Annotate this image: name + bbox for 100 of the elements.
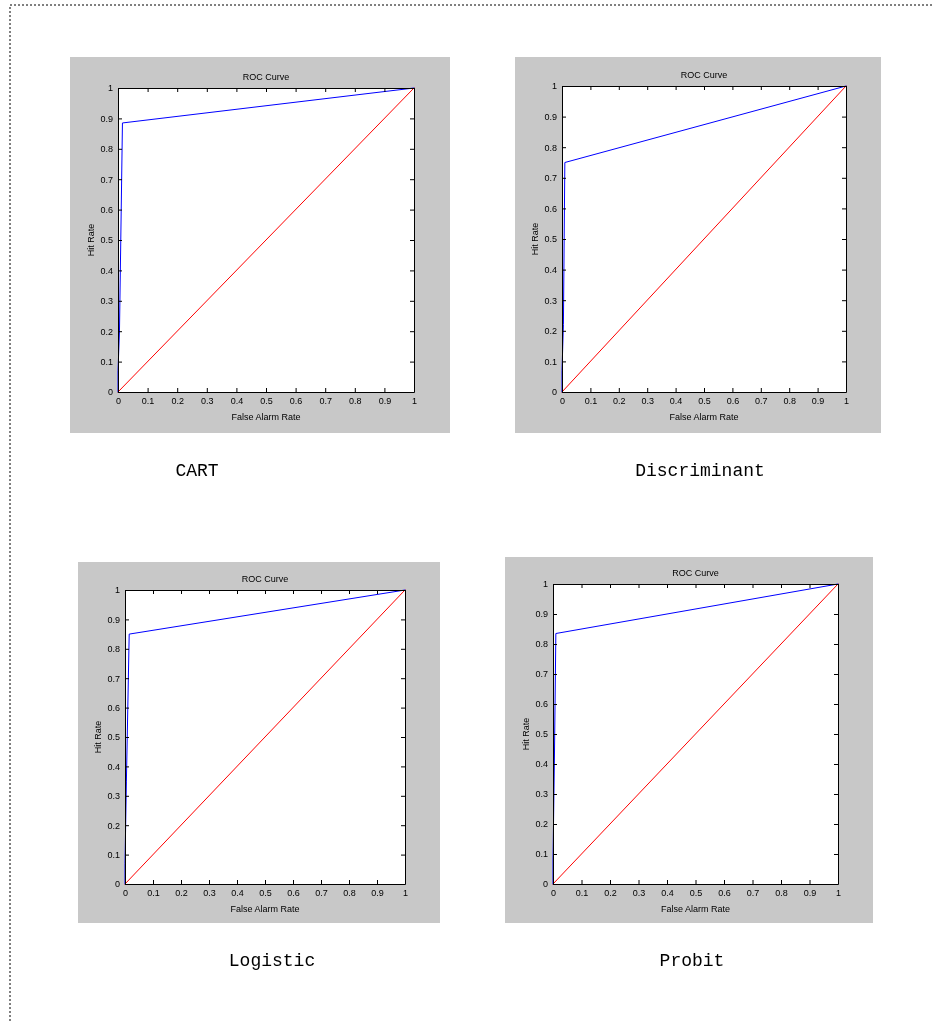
x-tick-label: 0.1 bbox=[147, 888, 160, 899]
x-tick-label: 0.7 bbox=[319, 396, 332, 407]
x-tick-label: 0.6 bbox=[726, 396, 740, 407]
x-axis-title: False Alarm Rate bbox=[660, 904, 731, 914]
x-tick-label: 0.8 bbox=[349, 396, 362, 407]
chart-title: ROC Curve bbox=[672, 568, 719, 578]
y-tick-label: 0.5 bbox=[107, 732, 120, 743]
x-tick-label: 0.3 bbox=[201, 396, 214, 407]
y-tick-label: 0.7 bbox=[107, 673, 120, 684]
x-tick-label: 1 bbox=[411, 396, 418, 407]
x-tick-label: 0.1 bbox=[584, 396, 598, 407]
y-tick-label: 0.6 bbox=[544, 203, 557, 214]
x-tick-label: 0.3 bbox=[632, 888, 646, 899]
y-tick-label: 0.2 bbox=[100, 326, 113, 337]
y-tick-label: 0 bbox=[542, 879, 548, 890]
y-tick-label: 0.4 bbox=[100, 265, 113, 276]
y-tick-label: 0.4 bbox=[544, 264, 557, 275]
x-tick-label: 0.6 bbox=[287, 888, 300, 899]
x-axis-title: False Alarm Rate bbox=[669, 412, 739, 422]
y-tick-label: 0.7 bbox=[535, 669, 548, 680]
line-series bbox=[124, 589, 406, 885]
y-tick-label: 0.7 bbox=[544, 173, 557, 184]
y-axis-title: Hit Rate bbox=[86, 223, 96, 257]
y-axis-title: Hit Rate bbox=[530, 222, 540, 256]
x-tick-label: 0.1 bbox=[575, 888, 589, 899]
y-tick-label: 0.6 bbox=[100, 204, 113, 215]
x-tick-label: 0.4 bbox=[230, 396, 244, 407]
line-series bbox=[117, 87, 415, 393]
chart-title: ROC Curve bbox=[241, 574, 289, 584]
x-tick-label: 0 bbox=[122, 888, 129, 899]
y-tick-label: 0 bbox=[114, 879, 120, 890]
y-axis-title: Hit Rate bbox=[93, 720, 103, 754]
line-series bbox=[561, 85, 847, 393]
y-axis-title: Hit Rate bbox=[521, 717, 531, 751]
y-tick-label: 0.2 bbox=[535, 819, 548, 830]
y-tick-label: 0.9 bbox=[535, 609, 548, 620]
x-axis-title: False Alarm Rate bbox=[231, 412, 301, 422]
y-tick-label: 1 bbox=[114, 585, 120, 596]
text: Logistic bbox=[228, 951, 316, 971]
x-tick-label: 0.9 bbox=[371, 888, 384, 899]
x-tick-label: 0.5 bbox=[259, 888, 272, 899]
x-tick-label: 1 bbox=[843, 396, 850, 407]
y-tick-label: 0.4 bbox=[107, 761, 120, 772]
y-tick-label: 0.3 bbox=[535, 789, 548, 800]
x-tick-label: 0.4 bbox=[661, 888, 674, 899]
x-tick-label: 0.9 bbox=[803, 888, 817, 899]
x-tick-label: 1 bbox=[402, 888, 409, 899]
x-tick-label: 0.2 bbox=[613, 396, 626, 407]
y-tick-label: 0.1 bbox=[544, 356, 557, 367]
x-tick-label: 0.5 bbox=[689, 888, 703, 899]
x-tick-label: 0 bbox=[559, 396, 566, 407]
y-tick-label: 0 bbox=[551, 387, 557, 398]
x-tick-label: 0.6 bbox=[718, 888, 731, 899]
x-tick-label: 0.8 bbox=[783, 396, 796, 407]
y-tick-label: 0.8 bbox=[544, 142, 557, 153]
x-tick-label: 0.7 bbox=[315, 888, 328, 899]
chart-title: ROC Curve bbox=[680, 70, 728, 80]
x-axis-title: False Alarm Rate bbox=[230, 904, 300, 914]
x-tick-label: 0.6 bbox=[289, 396, 303, 407]
x-tick-label: 0.5 bbox=[260, 396, 273, 407]
x-tick-label: 1 bbox=[835, 888, 842, 899]
x-tick-label: 0.4 bbox=[231, 888, 244, 899]
x-tick-label: 0.4 bbox=[669, 396, 683, 407]
text: Discriminant bbox=[635, 461, 765, 481]
x-tick-label: 0.8 bbox=[775, 888, 788, 899]
y-tick-label: 0.1 bbox=[100, 356, 113, 367]
y-tick-label: 1 bbox=[542, 579, 548, 590]
x-tick-label: 0.5 bbox=[698, 396, 711, 407]
chart-title: ROC Curve bbox=[242, 72, 290, 82]
y-tick-label: 0.5 bbox=[544, 234, 557, 245]
text: Probit bbox=[659, 951, 725, 971]
x-tick-label: 0.2 bbox=[171, 396, 184, 407]
x-tick-label: 0.3 bbox=[641, 396, 654, 407]
y-tick-label: 0.5 bbox=[535, 729, 548, 740]
y-tick-label: 1 bbox=[551, 81, 557, 92]
y-tick-label: 0.7 bbox=[100, 174, 113, 185]
text: CART bbox=[175, 461, 219, 481]
y-tick-label: 0.4 bbox=[535, 759, 548, 770]
y-tick-label: 0.3 bbox=[544, 295, 557, 306]
x-tick-label: 0.2 bbox=[604, 888, 617, 899]
y-tick-label: 0.2 bbox=[544, 326, 557, 337]
y-tick-label: 0 bbox=[107, 387, 113, 398]
y-tick-label: 0.5 bbox=[100, 235, 113, 246]
x-tick-label: 0.7 bbox=[746, 888, 760, 899]
x-tick-label: 0.7 bbox=[755, 396, 768, 407]
y-tick-label: 0.9 bbox=[107, 614, 120, 625]
x-tick-label: 0.9 bbox=[378, 396, 392, 407]
y-tick-label: 0.3 bbox=[107, 791, 120, 802]
y-tick-label: 0.8 bbox=[535, 639, 548, 650]
line-series bbox=[552, 583, 839, 885]
x-tick-label: 0.3 bbox=[203, 888, 216, 899]
x-tick-label: 0.2 bbox=[175, 888, 188, 899]
y-tick-label: 0.6 bbox=[535, 699, 548, 710]
y-tick-label: 0.8 bbox=[100, 144, 113, 155]
y-tick-label: 0.9 bbox=[100, 113, 113, 124]
y-tick-label: 0.9 bbox=[544, 111, 557, 122]
y-tick-label: 0.1 bbox=[535, 849, 548, 860]
y-tick-label: 0.1 bbox=[107, 849, 120, 860]
y-tick-label: 0.3 bbox=[100, 296, 113, 307]
y-tick-label: 0.8 bbox=[107, 644, 120, 655]
